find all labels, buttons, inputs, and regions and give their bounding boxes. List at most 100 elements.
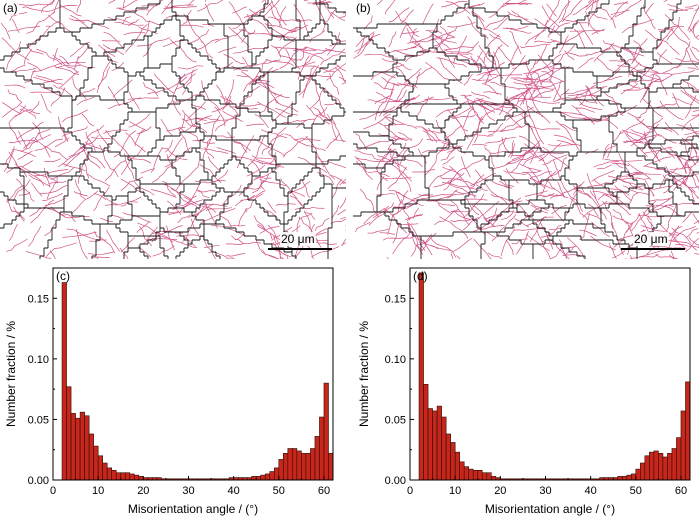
bar-46: [260, 474, 266, 481]
x-tick-label: 30: [182, 485, 194, 497]
bar-50: [278, 459, 284, 481]
x-tick-label: 0: [407, 485, 413, 497]
x-tick-label: 60: [318, 485, 330, 497]
scale-label-a: 20 μm: [280, 232, 316, 246]
bar-48: [269, 471, 275, 481]
bar-10: [454, 451, 460, 481]
x-axis-label: Misorientation angle / (°): [128, 502, 258, 516]
y-axis-label: Number fraction / %: [4, 321, 18, 427]
bar-6: [79, 411, 85, 481]
scale-bar-a: [268, 248, 332, 250]
scale-label-b: 20 μm: [633, 232, 669, 246]
histogram-c-svg: 0 10 20 30 40 50 60 0.00 0.05 0.10 0.15 (c) Misorien…: [4, 267, 334, 516]
bar-4: [427, 408, 433, 481]
bar-55: [658, 453, 664, 481]
bar-10: [97, 455, 103, 481]
y-tick-label: 0.00: [28, 475, 49, 487]
bar-18: [133, 474, 140, 481]
bar-54: [296, 450, 302, 481]
y-tick-label: 0.15: [28, 293, 49, 305]
bar-4: [70, 413, 76, 481]
bar-47: [264, 473, 271, 481]
bar-6: [436, 405, 442, 481]
x-tick-label: 10: [449, 485, 461, 497]
bar-44: [251, 476, 257, 481]
y-tick-label: 0.05: [28, 414, 49, 426]
bar-13: [468, 468, 474, 481]
histogram-c: 0 10 20 30 40 50 60 0.00 0.05 0.10 0.15 (c) Misorien…: [0, 262, 345, 523]
bar-19: [138, 476, 144, 481]
x-tick-label: 50: [630, 485, 642, 497]
micrograph-a: (a) 20 μm: [0, 0, 346, 259]
bar-49: [630, 473, 637, 481]
bar-61: [328, 453, 334, 481]
x-tick-label: 30: [539, 485, 551, 497]
bar-11: [459, 461, 465, 481]
bar-3: [66, 386, 72, 481]
bar-59: [676, 437, 682, 481]
bar-12: [106, 467, 113, 481]
histogram-d-svg: 0 10 20 30 40 50 60 0.00 0.05 0.10 0.15 (d) Misorien…: [357, 267, 691, 516]
panel-label-a: (a): [2, 1, 19, 15]
y-tick-label: 0.10: [385, 354, 406, 366]
bar-17: [486, 472, 492, 481]
bar-9: [450, 442, 456, 481]
bar-7: [441, 416, 447, 481]
bar-16: [481, 472, 488, 481]
bar-58: [671, 448, 677, 481]
micrograph-b: (b) 20 μm: [353, 0, 699, 259]
bar-45: [255, 476, 262, 481]
bar-17: [129, 473, 135, 481]
bar-54: [653, 450, 659, 481]
bar-57: [667, 453, 673, 481]
y-tick-label: 0.05: [385, 414, 406, 426]
panel-label-c: (c): [56, 269, 70, 283]
bar-58: [314, 436, 320, 481]
scale-bar-b: [621, 248, 685, 250]
bar-16: [124, 472, 131, 481]
bar-15: [477, 470, 483, 481]
panel-label-b: (b): [355, 1, 372, 15]
histogram-d: 0 10 20 30 40 50 60 0.00 0.05 0.10 0.15 (d) Misorien…: [353, 262, 700, 523]
bar-11: [102, 462, 108, 481]
panel-label-d: (d): [413, 269, 428, 283]
bar-55: [301, 453, 307, 481]
bar-2: [418, 272, 424, 481]
bar-53: [292, 448, 298, 481]
bar-56: [662, 456, 668, 481]
bar-51: [283, 453, 289, 481]
x-tick-label: 20: [494, 485, 506, 497]
bar-57: [310, 448, 316, 481]
bar-15: [120, 472, 126, 481]
bar-47: [621, 476, 628, 481]
bar-56: [305, 453, 311, 481]
bar-14: [115, 472, 122, 481]
bar-18: [490, 476, 497, 481]
x-tick-label: 40: [585, 485, 597, 497]
x-tick-label: 50: [273, 485, 285, 497]
bar-13: [111, 470, 117, 481]
bar-61: [685, 381, 691, 481]
bar-60: [323, 382, 329, 481]
bar-50: [635, 468, 641, 481]
x-tick-label: 10: [92, 485, 104, 497]
bar-5: [75, 417, 81, 481]
y-tick-label: 0.15: [385, 293, 406, 305]
bar-5: [432, 410, 438, 481]
bar-49: [273, 467, 280, 481]
x-tick-label: 40: [228, 485, 240, 497]
bar-52: [644, 455, 650, 481]
y-axis-label: Number fraction / %: [357, 321, 371, 427]
bar-2: [61, 282, 67, 481]
bar-48: [626, 474, 632, 481]
bar-51: [640, 462, 646, 481]
bar-52: [287, 448, 293, 481]
boundary-map-a: [0, 0, 346, 259]
low-angle-boundaries: [0, 0, 346, 259]
bar-3: [423, 384, 429, 481]
bar-9: [93, 445, 99, 481]
bar-53: [649, 451, 655, 481]
bar-46: [617, 476, 623, 481]
plot-frame: [409, 267, 691, 481]
plot-frame: [52, 267, 334, 481]
